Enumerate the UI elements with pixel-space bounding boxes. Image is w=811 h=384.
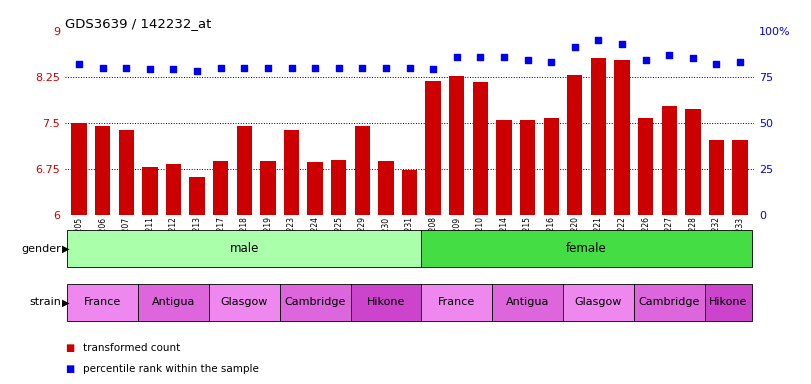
Bar <box>95 126 110 215</box>
Bar <box>422 230 752 267</box>
Bar <box>67 230 422 267</box>
Text: France: France <box>438 297 475 308</box>
Point <box>380 65 393 71</box>
Bar <box>118 130 134 215</box>
Bar <box>213 161 229 215</box>
Bar <box>615 60 629 215</box>
Point <box>639 57 652 63</box>
Point <box>309 65 322 71</box>
Text: ■: ■ <box>65 343 74 353</box>
Text: GDS3639 / 142232_at: GDS3639 / 142232_at <box>65 17 211 30</box>
Point <box>545 59 558 65</box>
Bar <box>260 161 276 215</box>
Point <box>616 41 629 47</box>
Bar <box>473 82 488 215</box>
Point <box>120 65 133 71</box>
Text: Hikone: Hikone <box>367 297 406 308</box>
Bar <box>426 81 441 215</box>
Text: ■: ■ <box>65 364 74 374</box>
Bar <box>449 76 465 215</box>
Point <box>333 65 345 71</box>
Point <box>214 65 227 71</box>
Bar <box>350 284 422 321</box>
Bar <box>237 126 252 215</box>
Bar <box>280 284 350 321</box>
Bar <box>732 140 748 215</box>
Bar <box>354 126 370 215</box>
Point <box>191 68 204 74</box>
Bar <box>422 284 492 321</box>
Bar <box>492 284 563 321</box>
Point <box>663 51 676 58</box>
Text: ▶: ▶ <box>62 297 70 308</box>
Text: Glasgow: Glasgow <box>575 297 622 308</box>
Point <box>569 44 581 50</box>
Bar <box>543 118 559 215</box>
Point <box>97 65 109 71</box>
Text: France: France <box>84 297 122 308</box>
Bar <box>331 160 346 215</box>
Bar <box>590 58 606 215</box>
Bar <box>705 284 752 321</box>
Bar <box>496 120 512 215</box>
Point <box>734 59 747 65</box>
Text: strain: strain <box>29 297 61 308</box>
Text: transformed count: transformed count <box>83 343 180 353</box>
Bar <box>638 118 654 215</box>
Bar <box>190 177 204 215</box>
Bar <box>209 284 280 321</box>
Bar <box>165 164 181 215</box>
Text: Antigua: Antigua <box>506 297 549 308</box>
Bar <box>662 106 677 215</box>
Text: gender: gender <box>21 243 61 254</box>
Bar <box>567 75 582 215</box>
Bar <box>138 284 209 321</box>
Bar <box>402 170 417 215</box>
Point <box>497 53 510 60</box>
Bar <box>284 130 299 215</box>
Point <box>686 55 699 61</box>
Text: Cambridge: Cambridge <box>285 297 345 308</box>
Point <box>521 57 534 63</box>
Text: Hikone: Hikone <box>709 297 748 308</box>
Text: percentile rank within the sample: percentile rank within the sample <box>83 364 259 374</box>
Bar <box>685 109 701 215</box>
Text: Cambridge: Cambridge <box>638 297 700 308</box>
Point <box>238 65 251 71</box>
Text: Glasgow: Glasgow <box>221 297 268 308</box>
Point <box>592 37 605 43</box>
Bar <box>142 167 157 215</box>
Text: female: female <box>566 242 607 255</box>
Point <box>144 66 157 73</box>
Bar <box>378 161 393 215</box>
Point <box>474 53 487 60</box>
Bar <box>307 162 323 215</box>
Point <box>403 65 416 71</box>
Point <box>450 53 463 60</box>
Bar <box>71 123 87 215</box>
Text: Antigua: Antigua <box>152 297 195 308</box>
Bar <box>634 284 705 321</box>
Point <box>285 65 298 71</box>
Bar <box>563 284 634 321</box>
Bar <box>709 140 724 215</box>
Point <box>167 66 180 73</box>
Point <box>710 61 723 67</box>
Point <box>427 66 440 73</box>
Bar <box>67 284 138 321</box>
Bar <box>520 120 535 215</box>
Text: ▶: ▶ <box>62 243 70 254</box>
Point <box>261 65 274 71</box>
Point <box>72 61 85 67</box>
Point <box>356 65 369 71</box>
Text: male: male <box>230 242 259 255</box>
